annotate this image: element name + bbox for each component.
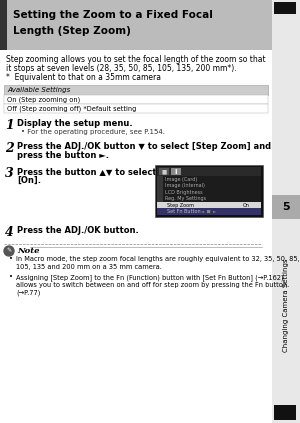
Text: ✎: ✎ [6, 248, 12, 253]
Bar [272, 195, 300, 219]
Text: Step Zoom: Step Zoom [167, 203, 194, 208]
Text: Press the ADJ./OK button ▼ to select [Step Zoom] and: Press the ADJ./OK button ▼ to select [St… [17, 142, 271, 151]
Bar [157, 202, 261, 209]
Text: [On].: [On]. [17, 176, 41, 185]
Text: it stops at seven levels (28, 35, 50, 85, 105, 135, 200 mm*).: it stops at seven levels (28, 35, 50, 85… [6, 64, 237, 73]
Text: i: i [175, 168, 177, 175]
Text: Press the button ▲▼ to select: Press the button ▲▼ to select [17, 167, 157, 176]
Text: allows you to switch between on and off for step zoom by pressing the Fn button.: allows you to switch between on and off … [16, 281, 289, 288]
Text: 3: 3 [5, 167, 14, 180]
Bar [157, 195, 163, 202]
Text: On (Step zooming on): On (Step zooming on) [7, 96, 80, 103]
Text: • For the operating procedure, see P.154.: • For the operating procedure, see P.154… [21, 129, 165, 135]
Text: Off (Step zooming off) *Default setting: Off (Step zooming off) *Default setting [7, 105, 136, 112]
Text: 5: 5 [282, 202, 290, 212]
Text: Press the ADJ./OK button.: Press the ADJ./OK button. [17, 226, 139, 235]
Bar [157, 182, 163, 189]
Text: •: • [9, 274, 13, 280]
Text: ◄  ■  ►: ◄ ■ ► [201, 210, 217, 214]
Bar [0, 0, 7, 50]
Text: LCD Brightness: LCD Brightness [165, 190, 202, 195]
Text: 1: 1 [5, 119, 14, 132]
Bar [171, 168, 181, 175]
Text: 105, 135 and 200 mm on a 35 mm camera.: 105, 135 and 200 mm on a 35 mm camera. [16, 264, 162, 269]
Bar [157, 176, 163, 182]
Text: Assigning [Step Zoom] to the Fn (Function) button with [Set Fn Button] (→P.162): Assigning [Step Zoom] to the Fn (Functio… [16, 274, 283, 281]
Text: Reg. My Settings: Reg. My Settings [165, 196, 206, 201]
Bar [157, 167, 261, 176]
Text: Available Settings: Available Settings [7, 87, 70, 93]
Bar [0, 0, 272, 50]
Text: Note: Note [17, 247, 40, 255]
Text: Image (Internal): Image (Internal) [165, 183, 205, 188]
Bar [4, 104, 268, 113]
Text: press the button ►.: press the button ►. [17, 151, 109, 160]
Text: Setting the Zoom to a Fixed Focal: Setting the Zoom to a Fixed Focal [13, 10, 213, 20]
Text: 4: 4 [5, 226, 14, 239]
Text: Display the setup menu.: Display the setup menu. [17, 119, 133, 128]
Text: Image (Card): Image (Card) [165, 177, 197, 182]
Text: Step zooming allows you to set the focal length of the zoom so that: Step zooming allows you to set the focal… [6, 55, 266, 64]
Text: (→P.77): (→P.77) [16, 289, 41, 296]
Text: ■: ■ [161, 169, 166, 174]
Text: Changing Camera Settings: Changing Camera Settings [283, 258, 289, 352]
Text: On: On [243, 203, 250, 208]
Text: 2: 2 [5, 142, 14, 155]
Bar [155, 165, 263, 217]
Circle shape [4, 246, 14, 256]
Bar [274, 405, 296, 420]
Text: Length (Step Zoom): Length (Step Zoom) [13, 26, 131, 36]
Bar [157, 167, 261, 215]
Bar [157, 209, 261, 215]
Bar [157, 189, 163, 195]
Bar [4, 95, 268, 104]
Bar [272, 0, 300, 423]
Bar [274, 2, 296, 14]
Text: *  Equivalent to that on a 35mm camera: * Equivalent to that on a 35mm camera [6, 73, 161, 82]
Text: •: • [9, 256, 13, 262]
Text: In Macro mode, the step zoom focal lengths are roughly equivalent to 32, 35, 50,: In Macro mode, the step zoom focal lengt… [16, 256, 300, 262]
Bar [159, 168, 169, 175]
Text: Set Fn Button: Set Fn Button [167, 209, 201, 214]
Bar [4, 85, 268, 95]
